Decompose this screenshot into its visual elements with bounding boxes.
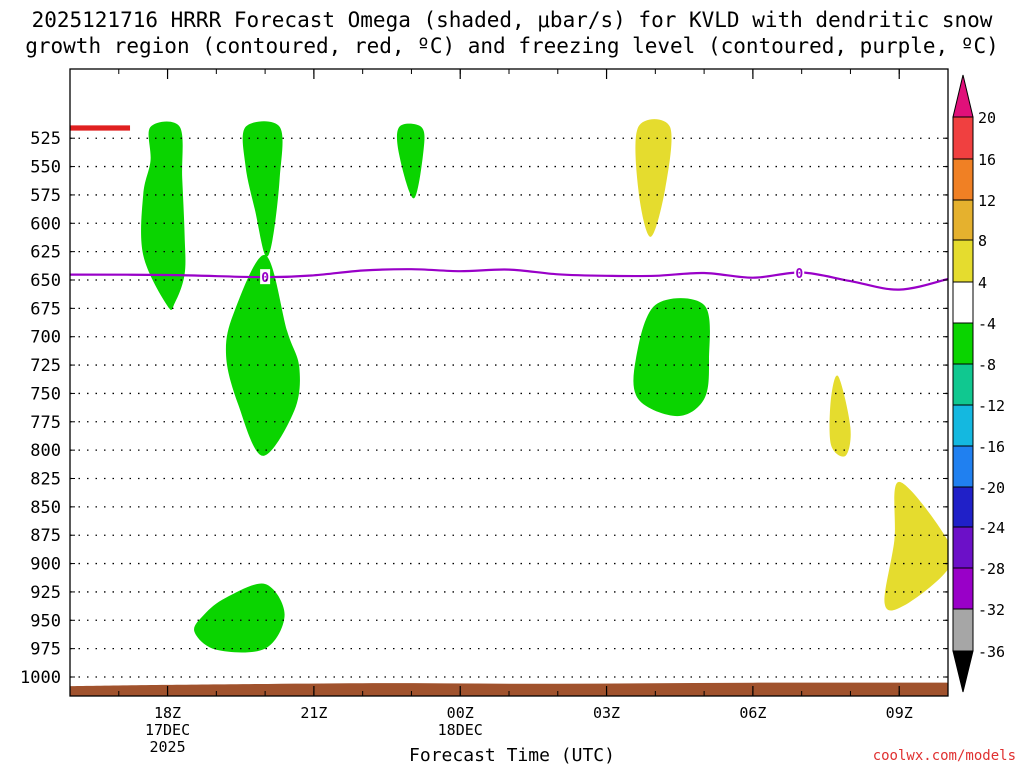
colorbar-label--16: -16 bbox=[978, 438, 1005, 456]
freezing-level-label-2: 0 bbox=[795, 267, 803, 282]
colorbar-bin-4-to-8 bbox=[952, 239, 974, 283]
freezing-level-line bbox=[70, 268, 948, 291]
colorbar-label-4: 4 bbox=[978, 274, 987, 292]
y-tick-label-675: 675 bbox=[30, 299, 61, 319]
y-tick-label-950: 950 bbox=[30, 611, 61, 631]
y-tick-label-625: 625 bbox=[30, 243, 61, 263]
colorbar-bin-8-to-12 bbox=[952, 199, 974, 241]
colorbar-label-20: 20 bbox=[978, 109, 996, 127]
grid-layer bbox=[70, 137, 948, 678]
y-tick-label-600: 600 bbox=[30, 214, 61, 234]
chart-title-line-1: 2025121716 HRRR Forecast Omega (shaded, … bbox=[31, 8, 993, 32]
colorbar-bin--28-to--24 bbox=[952, 526, 974, 569]
upward-motion-6 bbox=[194, 583, 285, 653]
x-tick-date-00Z: 18DEC bbox=[438, 721, 483, 739]
colorbar-label--24: -24 bbox=[978, 519, 1005, 537]
colorbar-bin--16-to--12 bbox=[952, 404, 974, 447]
axes-layer: 525 550 575 600 625 650 675 700 725 750 775 800 825 8… bbox=[20, 68, 949, 756]
dendritic-growth-contour bbox=[70, 125, 131, 131]
upward-motion-1 bbox=[141, 121, 186, 310]
chart-title-line-2: growth region (contoured, red, ºC) and f… bbox=[25, 34, 999, 58]
colorbar-label--28: -28 bbox=[978, 560, 1005, 578]
colorbar-label-16: 16 bbox=[978, 151, 996, 169]
x-tick-label-18Z: 18Z bbox=[154, 704, 181, 722]
colorbar-bin--8-to--4 bbox=[952, 322, 974, 365]
surface-terrain-band bbox=[70, 682, 948, 696]
upward-motion-4 bbox=[396, 123, 425, 199]
upward-motion-5 bbox=[633, 298, 710, 417]
x-tick-label-21Z: 21Z bbox=[300, 704, 327, 722]
x-axis-label: Forecast Time (UTC) bbox=[409, 745, 615, 766]
x-tick-year-18Z: 2025 bbox=[149, 738, 185, 756]
colorbar-label--32: -32 bbox=[978, 601, 1005, 619]
colorbar-label--12: -12 bbox=[978, 397, 1005, 415]
freezing-level-label-bg bbox=[260, 269, 271, 285]
plot-frame bbox=[69, 68, 949, 697]
colorbar-bin-12-to-16 bbox=[952, 158, 974, 201]
freezing-level-label-1: 0 bbox=[261, 271, 269, 286]
y-tick-label-850: 850 bbox=[30, 498, 61, 518]
colorbar-label--20: -20 bbox=[978, 479, 1005, 497]
y-tick-label-900: 900 bbox=[30, 555, 61, 575]
downward-motion-1 bbox=[635, 119, 672, 237]
y-tick-label-775: 775 bbox=[30, 413, 61, 433]
y-tick-label-525: 525 bbox=[30, 129, 61, 149]
colorbar-label--4: -4 bbox=[978, 315, 996, 333]
colorbar-bin--20-to--16 bbox=[952, 445, 974, 488]
colorbar-arrow-top bbox=[952, 74, 974, 118]
x-tick-label-09Z: 09Z bbox=[886, 704, 913, 722]
colorbar-label--8: -8 bbox=[978, 356, 996, 374]
y-tick-label-925: 925 bbox=[30, 583, 61, 603]
y-tick-label-825: 825 bbox=[30, 470, 61, 490]
colorbar-bin--36-to--32 bbox=[952, 608, 974, 652]
y-tick-label-800: 800 bbox=[30, 441, 61, 461]
colorbar-bin-16-to-20 bbox=[952, 116, 974, 160]
freezing-level-label-bg bbox=[794, 264, 805, 280]
downward-motion-2 bbox=[829, 375, 851, 457]
colorbar-label--36: -36 bbox=[978, 643, 1005, 661]
colorbar-bin--4-to-4 bbox=[952, 281, 974, 324]
colorbar-bin--12-to--8 bbox=[952, 363, 974, 406]
colorbar-bin--32-to--28 bbox=[952, 567, 974, 610]
y-tick-label-875: 875 bbox=[30, 526, 61, 546]
x-tick-date-18Z: 17DEC bbox=[145, 721, 190, 739]
upward-motion-2 bbox=[242, 121, 283, 257]
y-tick-label-550: 550 bbox=[30, 158, 61, 178]
y-tick-label-650: 650 bbox=[30, 271, 61, 291]
y-tick-label-750: 750 bbox=[30, 384, 61, 404]
upward-motion-3 bbox=[225, 254, 300, 456]
colorbar-label-12: 12 bbox=[978, 192, 996, 210]
y-tick-label-575: 575 bbox=[30, 186, 61, 206]
downward-motion-3 bbox=[884, 481, 948, 611]
source-watermark: coolwx.com/models bbox=[872, 748, 1016, 764]
y-tick-label-1000: 1000 bbox=[20, 668, 61, 688]
x-tick-label-03Z: 03Z bbox=[593, 704, 620, 722]
x-tick-label-00Z: 00Z bbox=[447, 704, 474, 722]
colorbar: 20 16 12 8 4 -4 -8 -12 -16 -20 -24 -28 -32 -36 bbox=[952, 74, 1005, 693]
y-tick-label-725: 725 bbox=[30, 356, 61, 376]
colorbar-arrow-bottom bbox=[952, 650, 974, 693]
colorbar-label-8: 8 bbox=[978, 232, 987, 250]
y-tick-label-975: 975 bbox=[30, 640, 61, 660]
y-tick-label-700: 700 bbox=[30, 328, 61, 348]
x-tick-label-06Z: 06Z bbox=[739, 704, 766, 722]
colorbar-bin--24-to--20 bbox=[952, 486, 974, 528]
